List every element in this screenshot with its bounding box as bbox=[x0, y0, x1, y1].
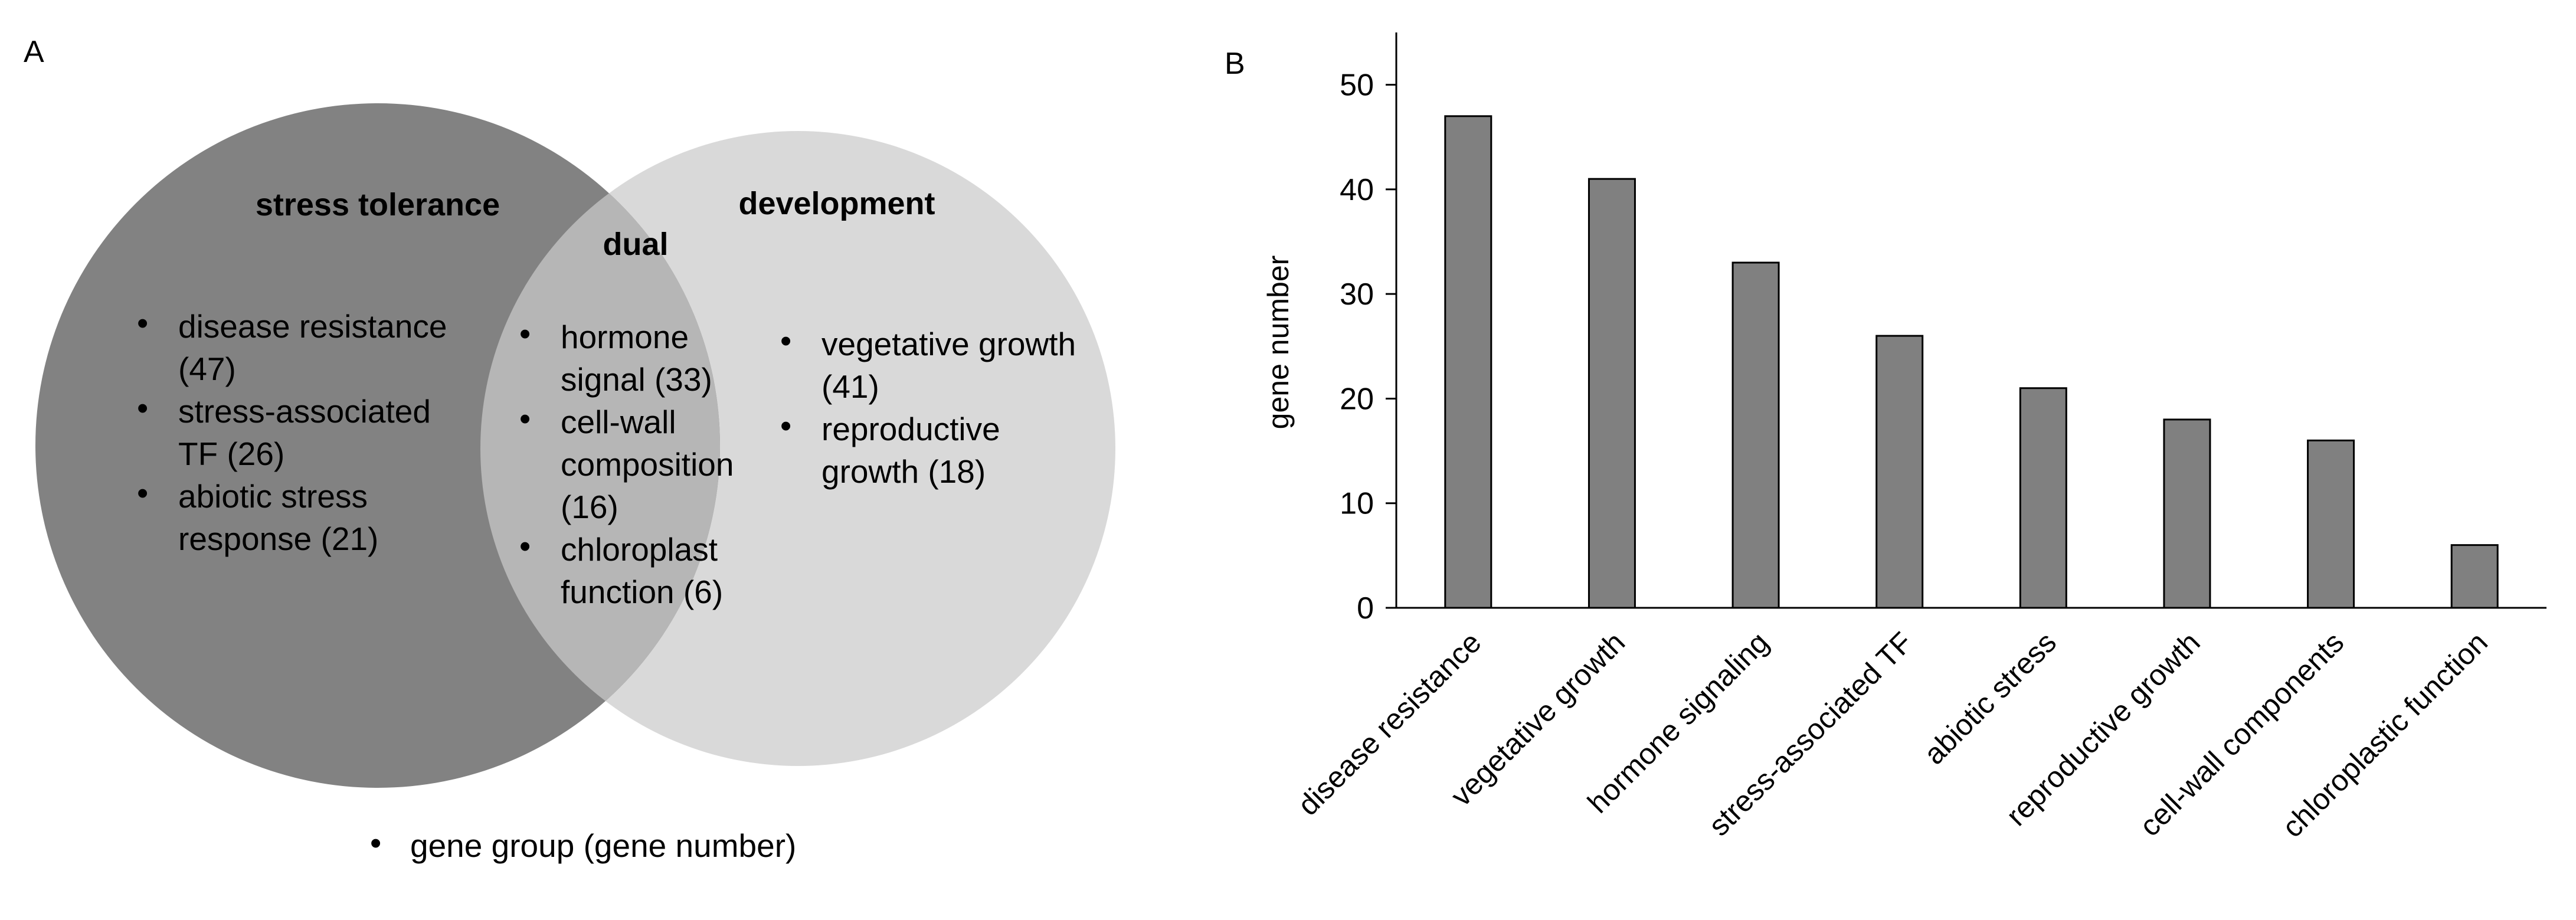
stress-item-line: disease resistance bbox=[178, 308, 447, 345]
development-title: development bbox=[738, 186, 935, 221]
development-item-line: growth (18) bbox=[821, 453, 986, 490]
y-tick-label: 40 bbox=[1340, 173, 1374, 207]
legend-text: gene group (gene number) bbox=[410, 827, 796, 864]
dual-list: • hormone signal (33) • cell-wall composition… bbox=[519, 315, 734, 610]
stress-bullet: • bbox=[137, 305, 148, 341]
panel-b-label: B bbox=[1225, 47, 1245, 81]
dual-item-line: cell-wall bbox=[561, 404, 676, 440]
bar-hormone-signaling bbox=[1731, 261, 1780, 609]
bar-vegetative-growth bbox=[1588, 178, 1636, 609]
stress-item-line: (47) bbox=[178, 351, 236, 387]
panel-a-label: A bbox=[24, 35, 44, 69]
stress-tolerance-list: • disease resistance (47) • stress-associate… bbox=[137, 305, 447, 557]
y-tick-label: 50 bbox=[1340, 68, 1374, 103]
stress-item-line: abiotic stress bbox=[178, 478, 368, 515]
development-list: • vegetative growth (41) • reproductive growt… bbox=[780, 322, 1076, 490]
stress-bullet: • bbox=[137, 389, 148, 426]
development-item-line: reproductive bbox=[821, 411, 1000, 447]
y-tick-label: 10 bbox=[1340, 487, 1374, 521]
legend-bullet: • bbox=[370, 824, 381, 861]
y-tick-label: 30 bbox=[1340, 277, 1374, 312]
bars bbox=[1444, 115, 2499, 609]
y-axis-label: gene number bbox=[1262, 256, 1295, 430]
dual-bullet: • bbox=[519, 315, 531, 352]
bar-chloroplastic-function bbox=[2450, 544, 2499, 609]
y-tick-label: 20 bbox=[1340, 382, 1374, 416]
venn-panel: A stress tolerance dual development • dis… bbox=[24, 35, 1115, 864]
stress-item-line: stress-associated bbox=[178, 393, 431, 430]
development-item-line: (41) bbox=[821, 368, 879, 405]
dual-item-line: signal (33) bbox=[561, 361, 712, 398]
y-axis-ticks: 0 10 20 30 40 50 bbox=[1340, 68, 1396, 626]
dual-item-line: chloroplast bbox=[561, 531, 718, 568]
bar-chart-panel: B gene number 0 10 20 30 40 50 disease resist… bbox=[1225, 32, 2546, 844]
bar-cell-wall-components bbox=[2307, 439, 2355, 609]
development-item-line: vegetative growth bbox=[821, 326, 1076, 362]
bar-abiotic-stress bbox=[2019, 387, 2067, 609]
development-bullet: • bbox=[780, 322, 791, 359]
dual-item-line: (16) bbox=[561, 489, 618, 525]
dual-item-line: hormone bbox=[561, 319, 689, 355]
stress-tolerance-title: stress tolerance bbox=[256, 187, 500, 222]
stress-item-line: response (21) bbox=[178, 520, 378, 557]
stress-item-line: TF (26) bbox=[178, 436, 284, 472]
bar-disease-resistance bbox=[1444, 115, 1492, 609]
dual-title: dual bbox=[603, 227, 668, 262]
dual-item-line: composition bbox=[561, 446, 734, 483]
y-tick-label: 0 bbox=[1357, 591, 1374, 626]
dual-bullet: • bbox=[519, 528, 531, 564]
stress-bullet: • bbox=[137, 474, 148, 511]
dual-overlap-region bbox=[480, 131, 720, 766]
development-bullet: • bbox=[780, 407, 791, 444]
bar-reproductive-growth bbox=[2163, 418, 2211, 609]
dual-bullet: • bbox=[519, 400, 531, 437]
dual-item-line: function (6) bbox=[561, 574, 723, 610]
x-category-label: abiotic stress bbox=[1917, 626, 2063, 771]
bar-stress-associated-tf bbox=[1875, 335, 1924, 609]
